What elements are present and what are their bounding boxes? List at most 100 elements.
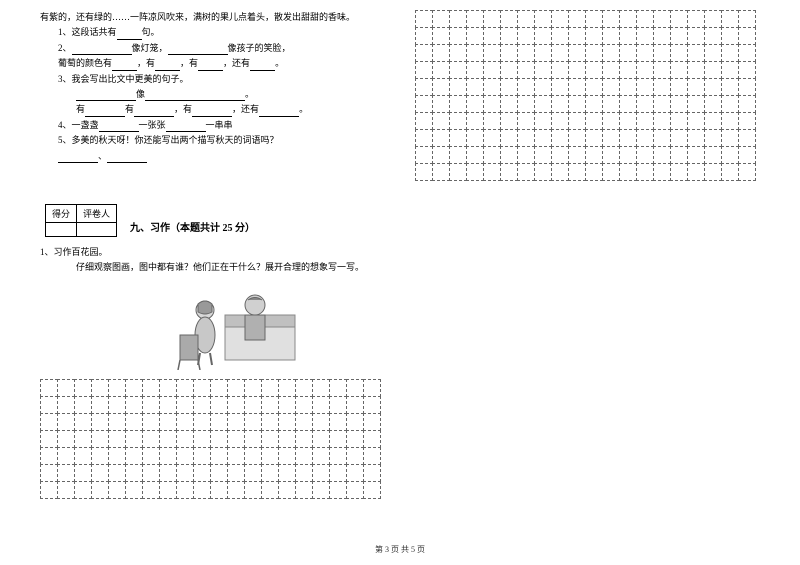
- grid-cell[interactable]: [636, 163, 654, 181]
- grid-cell[interactable]: [483, 44, 501, 62]
- grid-cell[interactable]: [670, 95, 688, 113]
- grid-cell[interactable]: [551, 95, 569, 113]
- grid-cell[interactable]: [687, 112, 705, 130]
- grid-cell[interactable]: [159, 447, 177, 465]
- grid-cell[interactable]: [125, 379, 143, 397]
- grid-cell[interactable]: [534, 95, 552, 113]
- grid-cell[interactable]: [57, 464, 75, 482]
- grid-cell[interactable]: [517, 78, 535, 96]
- grid-cell[interactable]: [91, 413, 109, 431]
- grid-cell[interactable]: [159, 464, 177, 482]
- grid-cell[interactable]: [193, 396, 211, 414]
- grid-cell[interactable]: [721, 10, 739, 28]
- grid-cell[interactable]: [125, 413, 143, 431]
- grid-cell[interactable]: [329, 464, 347, 482]
- grid-cell[interactable]: [687, 95, 705, 113]
- grid-cell[interactable]: [687, 163, 705, 181]
- grid-cell[interactable]: [142, 430, 160, 448]
- grid-cell[interactable]: [670, 78, 688, 96]
- grid-cell[interactable]: [619, 95, 637, 113]
- grid-cell[interactable]: [704, 95, 722, 113]
- grid-cell[interactable]: [636, 129, 654, 147]
- grid-cell[interactable]: [483, 95, 501, 113]
- grid-cell[interactable]: [57, 447, 75, 465]
- grid-cell[interactable]: [295, 430, 313, 448]
- grid-cell[interactable]: [636, 78, 654, 96]
- grid-cell[interactable]: [415, 27, 433, 45]
- grid-cell[interactable]: [568, 129, 586, 147]
- grid-cell[interactable]: [738, 129, 756, 147]
- grid-cell[interactable]: [551, 112, 569, 130]
- grid-cell[interactable]: [619, 78, 637, 96]
- grid-cell[interactable]: [432, 129, 450, 147]
- grid-cell[interactable]: [466, 78, 484, 96]
- grid-cell[interactable]: [483, 10, 501, 28]
- grid-cell[interactable]: [432, 61, 450, 79]
- grid-cell[interactable]: [551, 27, 569, 45]
- grid-cell[interactable]: [619, 10, 637, 28]
- grid-cell[interactable]: [670, 27, 688, 45]
- grid-cell[interactable]: [619, 146, 637, 164]
- grid-cell[interactable]: [312, 396, 330, 414]
- grid-cell[interactable]: [244, 430, 262, 448]
- grid-cell[interactable]: [585, 44, 603, 62]
- grid-cell[interactable]: [125, 481, 143, 499]
- grid-cell[interactable]: [653, 10, 671, 28]
- grid-cell[interactable]: [568, 78, 586, 96]
- grid-cell[interactable]: [568, 163, 586, 181]
- grid-cell[interactable]: [346, 464, 364, 482]
- grid-cell[interactable]: [721, 163, 739, 181]
- grid-cell[interactable]: [585, 10, 603, 28]
- grid-cell[interactable]: [74, 396, 92, 414]
- score-cell-2[interactable]: [77, 222, 117, 236]
- grid-cell[interactable]: [261, 379, 279, 397]
- grid-cell[interactable]: [210, 396, 228, 414]
- grid-cell[interactable]: [517, 10, 535, 28]
- grid-cell[interactable]: [261, 430, 279, 448]
- grid-cell[interactable]: [176, 379, 194, 397]
- grid-cell[interactable]: [91, 464, 109, 482]
- grid-cell[interactable]: [193, 464, 211, 482]
- grid-cell[interactable]: [261, 481, 279, 499]
- grid-cell[interactable]: [687, 27, 705, 45]
- grid-cell[interactable]: [585, 95, 603, 113]
- grid-cell[interactable]: [91, 481, 109, 499]
- grid-cell[interactable]: [466, 10, 484, 28]
- grid-cell[interactable]: [415, 112, 433, 130]
- grid-cell[interactable]: [619, 129, 637, 147]
- grid-cell[interactable]: [312, 430, 330, 448]
- grid-cell[interactable]: [176, 447, 194, 465]
- grid-cell[interactable]: [193, 430, 211, 448]
- q2-blank4[interactable]: [155, 60, 180, 71]
- grid-cell[interactable]: [568, 44, 586, 62]
- q5-blank2[interactable]: [107, 152, 147, 163]
- grid-cell[interactable]: [159, 379, 177, 397]
- grid-cell[interactable]: [125, 447, 143, 465]
- grid-cell[interactable]: [704, 10, 722, 28]
- grid-cell[interactable]: [449, 27, 467, 45]
- grid-cell[interactable]: [738, 163, 756, 181]
- grid-cell[interactable]: [619, 163, 637, 181]
- grid-cell[interactable]: [619, 27, 637, 45]
- grid-cell[interactable]: [125, 430, 143, 448]
- grid-cell[interactable]: [40, 447, 58, 465]
- grid-cell[interactable]: [449, 44, 467, 62]
- grid-cell[interactable]: [176, 396, 194, 414]
- grid-cell[interactable]: [517, 129, 535, 147]
- grid-cell[interactable]: [432, 112, 450, 130]
- grid-cell[interactable]: [602, 112, 620, 130]
- grid-cell[interactable]: [517, 44, 535, 62]
- grid-cell[interactable]: [670, 146, 688, 164]
- grid-cell[interactable]: [295, 447, 313, 465]
- grid-cell[interactable]: [466, 27, 484, 45]
- grid-cell[interactable]: [670, 10, 688, 28]
- grid-cell[interactable]: [738, 78, 756, 96]
- grid-cell[interactable]: [142, 379, 160, 397]
- grid-cell[interactable]: [57, 396, 75, 414]
- grid-cell[interactable]: [261, 413, 279, 431]
- grid-cell[interactable]: [619, 44, 637, 62]
- grid-cell[interactable]: [295, 396, 313, 414]
- grid-cell[interactable]: [517, 61, 535, 79]
- grid-cell[interactable]: [363, 481, 381, 499]
- grid-cell[interactable]: [704, 112, 722, 130]
